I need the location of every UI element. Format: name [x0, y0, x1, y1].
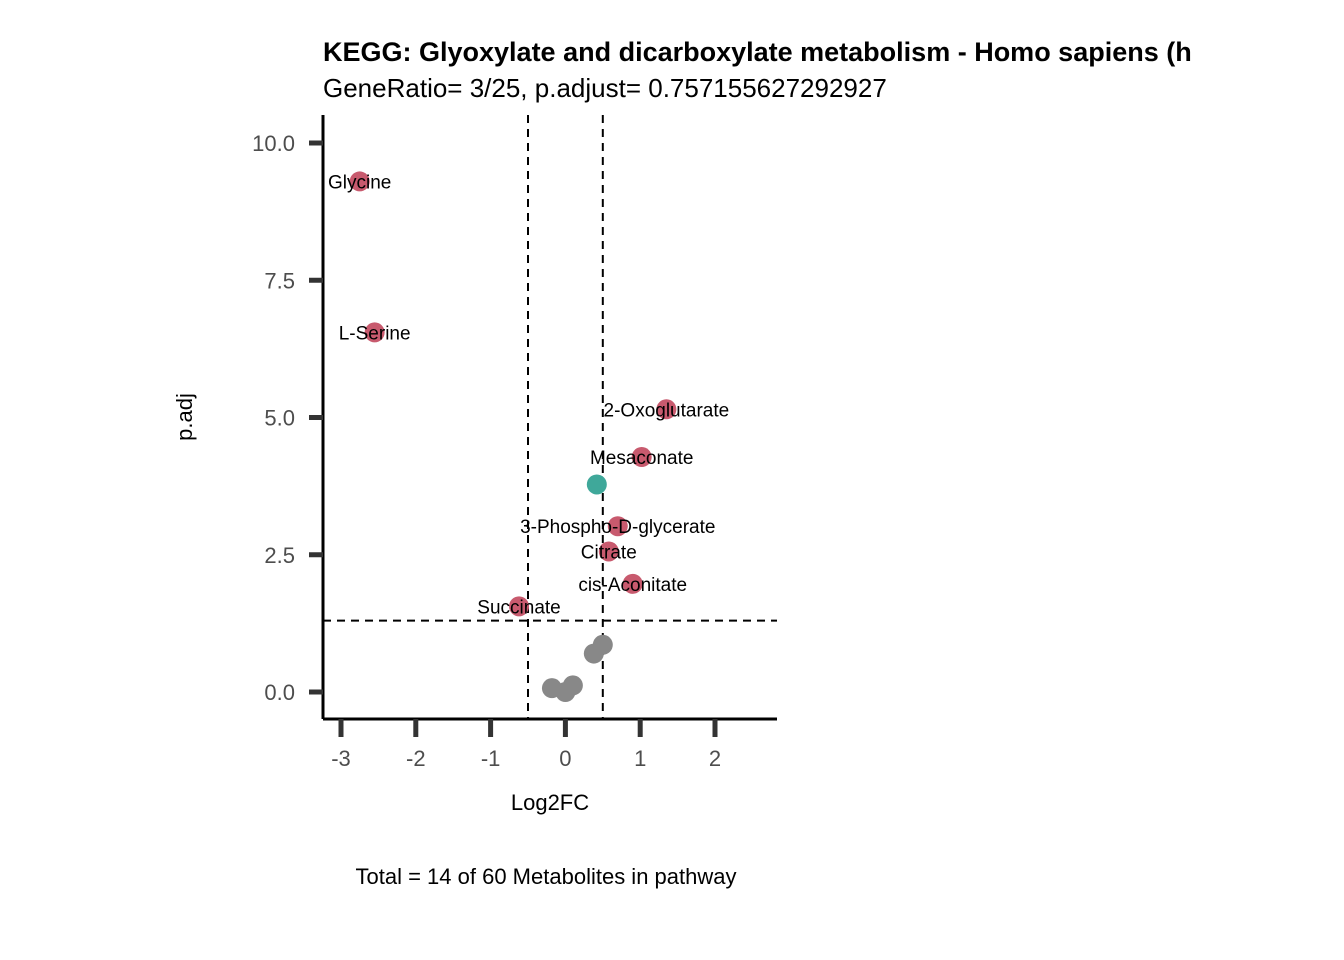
data-point	[586, 474, 607, 495]
data-point	[555, 682, 576, 702]
y-tick-label: 2.5	[264, 543, 295, 568]
data-point	[598, 541, 619, 562]
data-point	[509, 596, 530, 617]
data-point	[583, 643, 604, 664]
x-tick-label: -2	[406, 746, 426, 771]
data-point	[622, 573, 643, 594]
x-tick-label: -3	[331, 746, 351, 771]
point-label: Citrate	[581, 542, 637, 563]
data-point	[349, 171, 370, 192]
point-label: 2-Oxoglutarate	[604, 400, 730, 421]
point-labels: Glycine L-Serine 2-Oxoglutarate Mesaconate 3…	[328, 172, 729, 618]
x-axis-ticks: -3 -2 -1 0 1 2	[331, 719, 721, 771]
point-label: Mesaconate	[590, 448, 694, 469]
y-tick-label: 0.0	[264, 680, 295, 705]
point-label: Glycine	[328, 172, 391, 193]
point-label: L-Serine	[339, 323, 411, 344]
x-tick-label: -1	[481, 746, 501, 771]
point-label: Succinate	[477, 597, 560, 618]
data-point	[364, 322, 385, 343]
threshold-lines	[323, 115, 777, 719]
y-axis-title: p.adj	[172, 393, 197, 441]
x-tick-label: 1	[634, 746, 646, 771]
y-tick-label: 7.5	[264, 268, 295, 293]
data-point	[656, 399, 677, 420]
chart-caption: Total = 14 of 60 Metabolites in pathway	[356, 864, 737, 889]
chart-subtitle: GeneRatio= 3/25, p.adjust= 0.75715562729…	[323, 73, 887, 103]
point-label: cis-Aconitate	[578, 575, 687, 596]
y-tick-label: 10.0	[252, 131, 295, 156]
chart-title: KEGG: Glyoxylate and dicarboxylate metab…	[323, 37, 1192, 67]
y-axis-ticks: 0.0 2.5 5.0 7.5 10.0	[252, 131, 323, 705]
point-label: 3-Phospho-D-glycerate	[520, 517, 715, 538]
data-point	[607, 516, 628, 537]
y-tick-label: 5.0	[264, 406, 295, 431]
data-points	[349, 171, 677, 702]
x-axis-title: Log2FC	[511, 790, 589, 815]
data-point	[631, 447, 652, 468]
x-tick-label: 2	[709, 746, 721, 771]
x-tick-label: 0	[559, 746, 571, 771]
